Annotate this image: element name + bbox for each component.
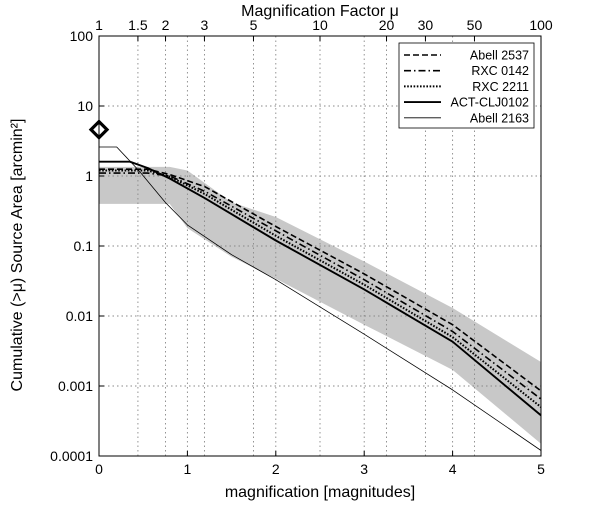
plot-frame-layer: [98, 35, 542, 457]
top-tick-label: 20: [379, 17, 395, 33]
top-tick-label: 3: [201, 17, 209, 33]
series-line: [99, 160, 542, 417]
series-line: [99, 169, 542, 408]
top-tick-label: 30: [418, 17, 434, 33]
x-tick-label: 4: [449, 461, 457, 477]
legend-label: Abell 2163: [470, 111, 529, 125]
x-tick-label: 3: [360, 461, 368, 477]
y-tick-label: 0.001: [58, 378, 93, 394]
y-tick-label: 100: [70, 28, 94, 44]
series-line: [99, 172, 542, 400]
x-tick-label: 5: [537, 461, 545, 477]
x-tick-label: 2: [272, 461, 280, 477]
top-tick-label: 1: [95, 17, 103, 33]
top-tick-label: 2: [162, 17, 170, 33]
legend-label: ACT-CLJ0102: [450, 96, 529, 110]
series-layer: [88, 119, 542, 451]
y-tick-label: 10: [77, 98, 93, 114]
x-tick-label: 1: [184, 461, 192, 477]
series-line: [99, 168, 542, 392]
y-tick-label: 0.01: [66, 308, 93, 324]
y-tick-label: 0.1: [74, 238, 94, 254]
x-tick-label: 0: [95, 461, 103, 477]
shaded-band-layer: [99, 166, 541, 444]
top-tick-label: 50: [467, 17, 483, 33]
series-line: [99, 146, 542, 451]
top-tick-label: 5: [250, 17, 258, 33]
legend-label: RXC 2211: [472, 80, 529, 94]
legend-label: Abell 2537: [470, 49, 529, 63]
shaded-band: [99, 166, 541, 444]
y-axis-title: Cumulative (>μ) Source Area [arcmin²]: [9, 119, 26, 392]
top-tick-label: 1.5: [128, 17, 148, 33]
legend-label: RXC 0142: [471, 64, 529, 78]
top-axis-title: Magnification Factor μ: [241, 3, 399, 20]
y-tick-label: 0.0001: [50, 448, 93, 464]
x-axis-title: magnification [magnitudes]: [225, 484, 415, 501]
top-tick-label: 10: [312, 17, 328, 33]
top-tick-label: 100: [529, 17, 553, 33]
y-tick-label: 1: [85, 168, 93, 184]
